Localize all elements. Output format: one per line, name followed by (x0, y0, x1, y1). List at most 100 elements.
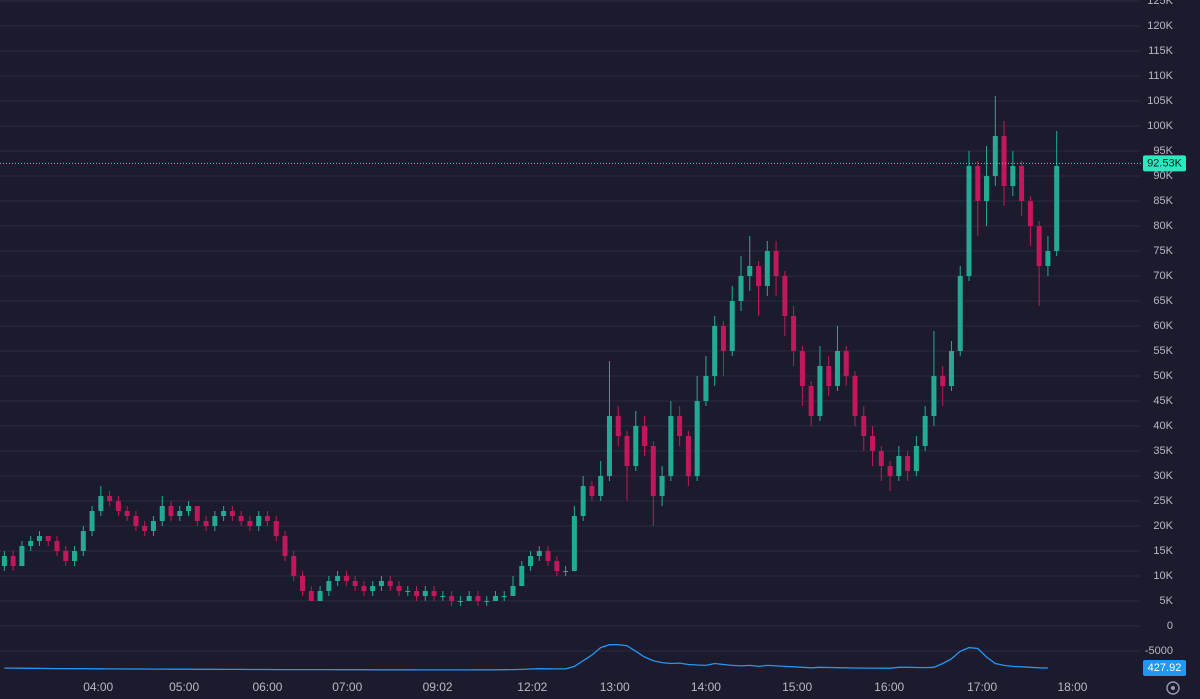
candle-body (229, 511, 235, 516)
y-tick-label: 115K (1148, 45, 1174, 57)
y-tick-label: 5K (1160, 595, 1174, 607)
candle-body (300, 576, 306, 591)
x-tick-label: 16:00 (874, 680, 904, 694)
candle-body (256, 516, 262, 526)
candle-body (457, 601, 463, 602)
candle-body (747, 266, 753, 276)
candle-body (54, 541, 60, 551)
candle-body (1054, 166, 1060, 251)
candle-body (571, 516, 577, 571)
candle-body (922, 416, 928, 446)
candle-body (738, 276, 744, 301)
candle-body (370, 586, 376, 591)
candle-body (273, 521, 279, 536)
candle-body (861, 416, 867, 436)
x-tick-label: 04:00 (83, 680, 113, 694)
candle-body (168, 506, 174, 516)
candle-body (282, 536, 288, 556)
candle-body (598, 476, 604, 496)
x-tick-label: 14:00 (691, 680, 721, 694)
candle-body (1036, 226, 1042, 266)
candle-body (405, 591, 411, 592)
candle-body (10, 556, 16, 566)
y-tick-label: 40K (1153, 420, 1173, 432)
candle-body (791, 316, 797, 351)
candle-body (264, 516, 270, 521)
y-tick-label: 110K (1148, 70, 1174, 82)
settings-icon[interactable] (1166, 681, 1180, 695)
candle-body (554, 561, 560, 571)
candle-body (896, 456, 902, 476)
candle-body (440, 596, 446, 597)
candle-body (808, 386, 814, 416)
candle-body (668, 416, 674, 476)
candle-body (238, 516, 244, 521)
candle-body (992, 136, 998, 176)
candle-body (975, 166, 981, 201)
candle-body (150, 521, 156, 531)
candle-body (931, 376, 937, 416)
candle-body (606, 416, 612, 476)
y-tick-label: 60K (1153, 320, 1173, 332)
candle-body (378, 581, 384, 586)
y-tick-label: 20K (1153, 520, 1173, 532)
candle-body (431, 591, 437, 596)
y-tick-label: 0 (1167, 620, 1173, 632)
candle-body (940, 376, 946, 386)
candle-body (694, 401, 700, 476)
candle-body (115, 501, 121, 511)
candle-body (878, 451, 884, 466)
x-tick-label: 13:00 (600, 680, 630, 694)
candle-body (291, 556, 297, 576)
y-tick-label: 30K (1153, 470, 1173, 482)
candle-body (422, 591, 428, 596)
candle-body (80, 531, 86, 551)
y-tick-label: 75K (1153, 245, 1173, 257)
candle-body (177, 511, 183, 516)
candle-body (361, 586, 367, 591)
candle-body (45, 536, 51, 541)
x-tick-label: 05:00 (169, 680, 199, 694)
candle-body (326, 581, 332, 591)
indicator-badge (1143, 659, 1186, 676)
candle-body (212, 516, 218, 526)
candle-body (834, 351, 840, 386)
y-tick-label: 85K (1153, 195, 1173, 207)
candle-body (1019, 166, 1025, 201)
candle-body (492, 596, 498, 601)
candle-body (545, 551, 551, 561)
candle-body (773, 251, 779, 276)
icon-ring (1166, 681, 1180, 695)
candle-body (799, 351, 805, 386)
candle-body (852, 376, 858, 416)
candle-body (396, 586, 402, 591)
candle-body (1045, 251, 1051, 266)
candle-body (466, 596, 472, 601)
y-tick-label: 35K (1153, 445, 1173, 457)
candle-body (703, 376, 709, 401)
candle-body (142, 526, 148, 531)
candle-body (677, 416, 683, 436)
x-tick-label: 09:02 (423, 680, 453, 694)
candle-body (782, 276, 788, 316)
candle-body (98, 496, 104, 511)
candle-body (159, 506, 165, 521)
candle-body (826, 366, 832, 386)
candle-body (63, 551, 69, 561)
candle-body (221, 511, 227, 516)
candle-body (308, 591, 314, 601)
candle-body (957, 276, 963, 351)
candle-body (36, 536, 42, 541)
candle-body (615, 416, 621, 436)
x-tick-label: 07:00 (332, 680, 362, 694)
candle-body (186, 506, 192, 511)
candle-body (536, 551, 542, 556)
candle-body (589, 486, 595, 496)
y-tick-label: 10K (1153, 570, 1173, 582)
candle-body (948, 351, 954, 386)
icon-dot (1171, 686, 1175, 690)
candle-body (28, 541, 34, 546)
y-tick-label: 80K (1153, 220, 1173, 232)
